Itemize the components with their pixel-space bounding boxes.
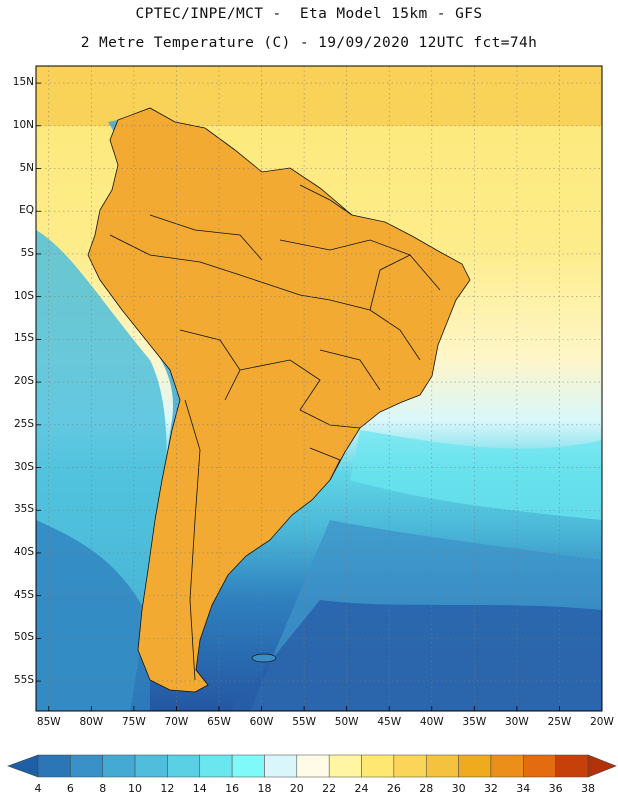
colorbar-swatch: [199, 754, 233, 778]
border-brazil-states-north: [279, 239, 411, 256]
border-chile-argentina: [184, 399, 201, 681]
colorbar-value-label: 30: [451, 782, 466, 795]
lat-label: 30S: [13, 460, 34, 473]
lat-label: 55S: [13, 674, 34, 687]
map-frame: [35, 65, 603, 712]
colorbar-value-label: 24: [354, 782, 369, 795]
colorbar-value-label: 16: [225, 782, 240, 795]
colorbar-swatch: [555, 754, 589, 778]
lat-label: 10N: [12, 118, 34, 131]
lon-label: 85W: [36, 716, 61, 728]
colorbar-value-label: 36: [548, 782, 563, 795]
lat-label: 10S: [13, 289, 34, 302]
border-brazil-states-northeast: [369, 254, 441, 311]
lon-label: 75W: [122, 716, 146, 728]
colorbar-swatch: [102, 754, 136, 778]
lat-label: 15N: [12, 76, 34, 89]
lon-label: 25W: [547, 716, 572, 728]
lat-label: 35S: [13, 503, 34, 516]
colorbar-swatch: [490, 754, 524, 778]
colorbar-value-label: 32: [483, 782, 498, 795]
border-brazil-bolivia: [239, 274, 331, 301]
lat-label: 50S: [13, 631, 34, 644]
colorbar-value-label: 10: [128, 782, 143, 795]
colorbar-value-label: 20: [289, 782, 304, 795]
chart-title-line-1: CPTEC/INPE/MCT - Eta Model 15km - GFS: [135, 6, 483, 22]
colorbar-value-label: 22: [322, 782, 337, 795]
colorbar-swatch: [37, 754, 71, 778]
colorbar-value-label: 12: [160, 782, 175, 795]
border-uruguay: [309, 447, 341, 481]
border-peru-bolivia: [179, 329, 241, 401]
colorbar-swatch: [296, 754, 330, 778]
colorbar-high-arrow: [587, 754, 617, 778]
border-colombia-venezuela: [149, 214, 263, 261]
border-guianas: [299, 184, 353, 216]
lon-label: 55W: [292, 716, 316, 728]
chart-title-line-2: 2 Metre Temperature (C) - 19/09/2020 12U…: [80, 35, 538, 51]
lon-label: 30W: [505, 716, 529, 728]
lon-label: 65W: [207, 716, 231, 728]
lat-label: 45S: [13, 588, 34, 601]
lon-label: 40W: [419, 716, 444, 728]
colorbar-swatch: [523, 754, 556, 778]
colorbar-value-label: 4: [34, 782, 42, 795]
lat-label: 25S: [13, 417, 34, 430]
border-brazil-states-central: [329, 299, 421, 361]
colorbar-swatch: [393, 754, 427, 778]
border-brazil-states-southeast: [319, 349, 381, 391]
map-ticks: [36, 82, 603, 711]
lon-label: 20W: [590, 716, 614, 728]
pacific-cold-region: [36, 520, 150, 711]
falkland-islands: [251, 653, 277, 663]
colorbar-value-label: 34: [516, 782, 531, 795]
lat-label: 20S: [13, 375, 34, 388]
colorbar-swatch: [134, 754, 168, 778]
colorbar-value-label: 18: [257, 782, 272, 795]
colorbar-swatch: [70, 754, 103, 778]
map-field: [36, 66, 602, 711]
lat-label: EQ: [19, 204, 34, 217]
lat-label: 5N: [19, 161, 34, 174]
colorbar-swatch: [425, 754, 459, 778]
border-bolivia-paraguay: [239, 359, 321, 411]
colorbar-swatch: [361, 754, 395, 778]
colorbar-value-label: 28: [419, 782, 434, 795]
lon-label: 45W: [377, 716, 402, 728]
colorbar: [7, 754, 617, 778]
lat-label: 15S: [13, 332, 34, 345]
lat-label: 40S: [13, 545, 34, 558]
colorbar-value-label: 26: [386, 782, 401, 795]
colorbar-value-label: 38: [581, 782, 595, 795]
atlantic-mild-band: [350, 430, 602, 520]
border-ecuador-peru: [109, 234, 241, 276]
colorbar-low-arrow: [7, 754, 39, 778]
country-borders: [87, 107, 471, 693]
lon-label: 70W: [164, 716, 189, 728]
south-atlantic-cold-band: [230, 600, 602, 711]
lat-label: 5S: [20, 246, 34, 259]
lon-label: 80W: [79, 716, 104, 728]
colorbar-value-label: 6: [66, 782, 74, 795]
lon-label: 50W: [334, 716, 359, 728]
colorbar-swatch: [167, 754, 201, 778]
lon-label: 60W: [249, 716, 274, 728]
colorbar-swatch: [458, 754, 492, 778]
colorbar-value-label: 14: [192, 782, 207, 795]
colorbar-swatch: [328, 754, 362, 778]
colorbar-swatch: [264, 754, 298, 778]
lon-label: 35W: [462, 716, 487, 728]
colorbar-swatch: [231, 754, 265, 778]
colorbar-value-label: 8: [99, 782, 107, 795]
